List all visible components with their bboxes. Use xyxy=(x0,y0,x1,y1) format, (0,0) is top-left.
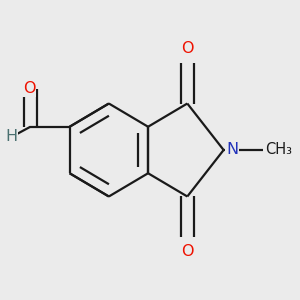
Text: O: O xyxy=(23,82,35,97)
Text: H: H xyxy=(5,129,18,144)
Text: O: O xyxy=(181,244,194,259)
Text: O: O xyxy=(181,41,194,56)
Text: CH₃: CH₃ xyxy=(265,142,292,158)
Text: N: N xyxy=(226,142,238,158)
